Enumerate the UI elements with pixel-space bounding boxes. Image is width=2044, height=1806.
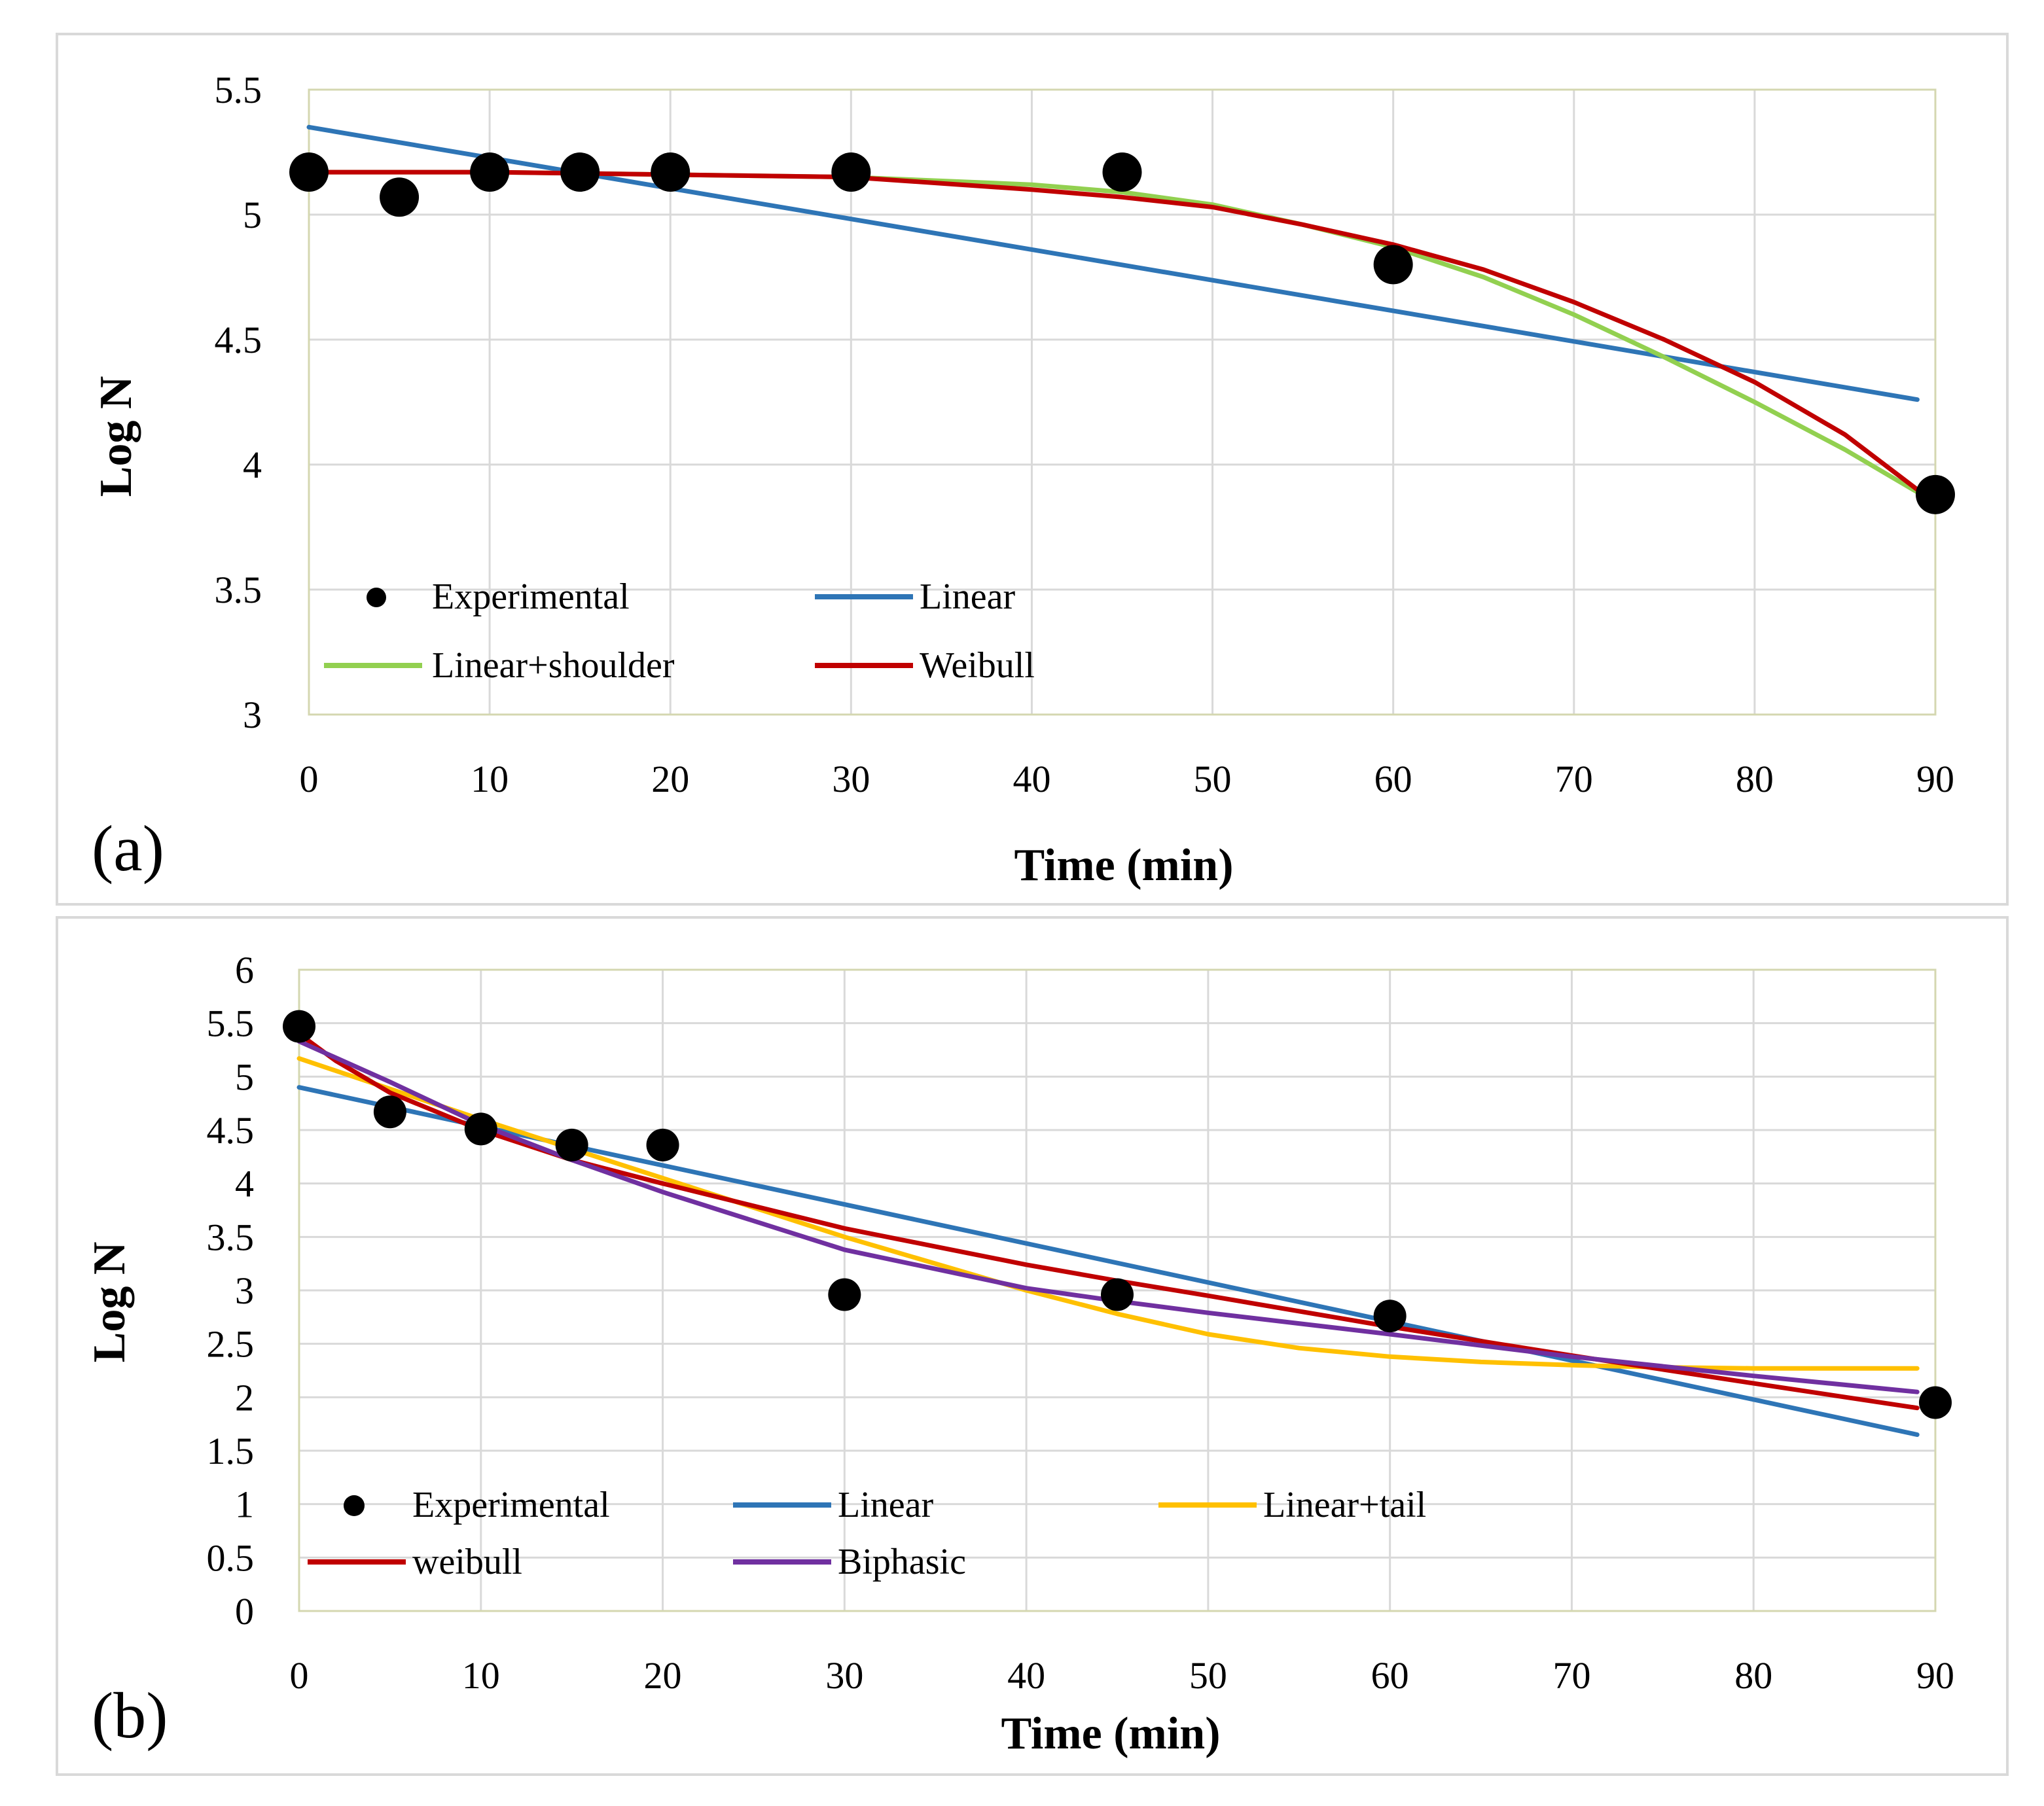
panel-b-points (283, 1010, 1952, 1419)
panel-a-x-tick-label: 80 (1736, 758, 1774, 800)
panel-b-x-axis-title: Time (min) (1001, 1709, 1220, 1759)
panel-b-y-tick-label: 2 (235, 1376, 254, 1419)
panel-a-y-tick-label: 3 (243, 694, 262, 736)
panel-b-x-tick-label: 60 (1371, 1654, 1409, 1697)
panel-b-legend: Experimental Linear Linear+tail weibull Biph… (308, 1485, 1426, 1582)
legend-marker-experimental (367, 588, 386, 607)
legend-label-weibull: weibull (412, 1542, 522, 1582)
panel-a-x-tick-label: 40 (1013, 758, 1050, 800)
panel-b: 0 0.5 1 1.5 2 2.5 3 3.5 4 4.5 5 5.5 6 0 10 20 30 40 50 60 7… (56, 916, 2009, 1776)
panel-a-y-tick-label: 3.5 (215, 569, 262, 611)
panel-a-x-tick-label: 60 (1374, 758, 1412, 800)
panel-b-x-tick-label: 30 (825, 1654, 863, 1697)
panel-b-y-tick-label: 4 (235, 1163, 254, 1205)
panel-b-experimental-point (828, 1278, 861, 1311)
panel-b-x-ticks: 0 10 20 30 40 50 60 70 80 90 (290, 1654, 1955, 1697)
panel-b-x-tick-label: 70 (1552, 1654, 1590, 1697)
panel-a-experimental-point (289, 152, 329, 192)
panel-a-x-axis-title: Time (min) (1014, 840, 1233, 891)
panel-a-x-tick-label: 90 (1916, 758, 1954, 800)
panel-b-experimental-point (464, 1112, 497, 1146)
panel-a-experimental-point (1373, 245, 1413, 285)
panel-a-y-tick-label: 5.5 (215, 69, 262, 111)
panel-a-y-tick-label: 5 (243, 194, 262, 236)
panel-b-y-tick-label: 5.5 (207, 1002, 255, 1045)
panel-b-experimental-point (283, 1010, 315, 1043)
panel-b-y-tick-label: 4.5 (207, 1109, 255, 1152)
legend-label-weibull: Weibull (920, 645, 1035, 686)
panel-b-x-tick-label: 80 (1734, 1654, 1772, 1697)
panel-b-y-tick-label: 1 (235, 1483, 254, 1526)
panel-b-frame (56, 916, 2009, 1776)
panel-b-x-tick-label: 10 (462, 1654, 500, 1697)
panel-b-x-tick-label: 40 (1007, 1654, 1045, 1697)
panel-a-points (289, 152, 1955, 514)
panel-a-label: (a) (92, 812, 164, 885)
panel-b-y-tick-label: 5 (235, 1055, 254, 1098)
panel-a-x-tick-label: 10 (471, 758, 509, 800)
panel-b-x-tick-label: 0 (290, 1654, 309, 1697)
panel-b-plot-area (298, 968, 1937, 1612)
panel-b-y-tick-label: 3.5 (207, 1216, 255, 1258)
panel-b-y-tick-label: 1.5 (207, 1430, 255, 1472)
legend-marker-experimental (344, 1495, 365, 1516)
panel-a-experimental-point (651, 152, 690, 192)
panel-a-experimental-point (831, 152, 871, 192)
panel-b-y-tick-label: 6 (235, 949, 254, 991)
legend-label-biphasic: Biphasic (838, 1542, 966, 1582)
panel-b-y-tick-label: 0.5 (207, 1536, 255, 1579)
legend-label-experimental: Experimental (412, 1485, 610, 1525)
panel-a-experimental-point (380, 177, 420, 217)
panel-a-plot-area (308, 88, 1937, 716)
panel-b-experimental-point (1919, 1386, 1952, 1419)
panel-b-y-axis-title: Log N (84, 1242, 135, 1363)
panel-a-y-ticks: 3 3.5 4 4.5 5 5.5 (215, 69, 262, 736)
panel-a-x-tick-label: 70 (1555, 758, 1593, 800)
panel-a-x-ticks: 0 10 20 30 40 50 60 70 80 90 (300, 758, 1955, 800)
panel-b-label: (b) (92, 1679, 168, 1752)
panel-a: 3 3.5 4 4.5 5 5.5 0 10 20 30 40 50 60 70 80 90 Experim… (56, 33, 2009, 906)
panel-b-experimental-point (646, 1128, 679, 1161)
panel-a-x-tick-label: 30 (832, 758, 870, 800)
panel-b-x-tick-label: 50 (1189, 1654, 1227, 1697)
panel-b-experimental-point (373, 1095, 406, 1129)
panel-a-experimental-point (470, 152, 510, 192)
legend-label-linear: Linear (838, 1485, 933, 1525)
legend-label-linear-tail: Linear+tail (1263, 1485, 1426, 1525)
legend-label-linear: Linear (920, 576, 1015, 617)
panel-a-x-tick-label: 50 (1194, 758, 1232, 800)
panel-b-y-tick-label: 0 (235, 1590, 254, 1633)
panel-b-y-tick-label: 3 (235, 1269, 254, 1312)
panel-b-x-tick-label: 20 (644, 1654, 682, 1697)
panel-a-x-tick-label: 0 (300, 758, 319, 800)
panel-b-experimental-point (555, 1128, 588, 1161)
panel-b-x-tick-label: 90 (1916, 1654, 1954, 1697)
panel-b-experimental-point (1373, 1300, 1407, 1333)
panel-a-y-axis-title: Log N (91, 376, 141, 497)
panel-b-y-ticks: 0 0.5 1 1.5 2 2.5 3 3.5 4 4.5 5 5.5 6 (207, 949, 255, 1633)
panel-b-y-tick-label: 2.5 (207, 1323, 255, 1366)
panel-a-experimental-point (560, 152, 600, 192)
panel-a-y-tick-label: 4.5 (215, 319, 262, 361)
panel-a-experimental-point (1916, 474, 1955, 514)
panel-a-x-tick-label: 20 (651, 758, 689, 800)
panel-b-experimental-point (1101, 1278, 1134, 1311)
legend-label-experimental: Experimental (432, 576, 630, 617)
legend-label-linear-shoulder: Linear+shoulder (432, 645, 675, 686)
panel-a-series-weibull (306, 169, 1920, 492)
panel-a-y-tick-label: 4 (243, 444, 262, 486)
panel-a-experimental-point (1102, 152, 1142, 192)
panel-a-legend: Experimental Linear Linear+shoulder Weibull (324, 576, 1035, 686)
